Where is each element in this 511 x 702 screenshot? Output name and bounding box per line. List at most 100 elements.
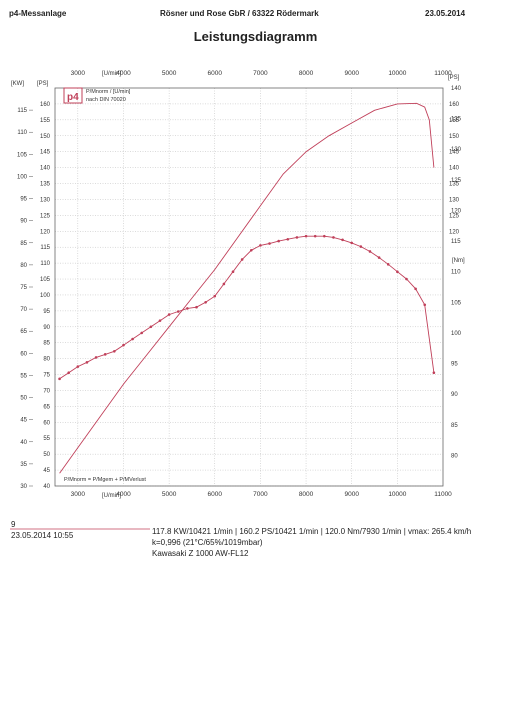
- kw-tick: 100: [17, 174, 28, 180]
- torque-point: [259, 244, 262, 247]
- ps-tick: 85: [43, 341, 50, 347]
- ps-tick: 110: [40, 261, 50, 267]
- nm-tick: 130: [451, 147, 462, 153]
- ps-right-tick: 150: [449, 134, 460, 140]
- ps-tick: 145: [40, 150, 51, 156]
- rpm-tick-top: 9000: [344, 70, 359, 77]
- ps-tick: 90: [43, 325, 50, 331]
- kw-tick: 90: [20, 219, 27, 225]
- ps-tick: 120: [40, 229, 51, 235]
- rpm-tick-top: 5000: [162, 70, 177, 77]
- kw-tick: 45: [20, 418, 27, 424]
- kw-tick: 75: [20, 285, 27, 291]
- ps-right-axis-label: [PS]: [448, 75, 460, 81]
- torque-point: [277, 239, 280, 243]
- nm-tick: 120: [451, 208, 462, 214]
- ps-tick: 70: [43, 388, 50, 394]
- kw-tick: 115: [17, 108, 27, 114]
- torque-point: [103, 353, 107, 356]
- torque-point: [341, 238, 344, 242]
- rpm-tick-bottom: 5000: [162, 491, 177, 498]
- kw-tick: 85: [20, 241, 27, 247]
- axis-ticks: 3000 3000 4000 4000 5000 5000 6000 6000 7000 7000…: [17, 70, 462, 498]
- ps-tick: 65: [43, 404, 50, 410]
- rpm-tick-top: 10000: [388, 70, 406, 77]
- rpm-tick-bottom: 9000: [344, 491, 359, 498]
- rpm-tick-bottom: 7000: [253, 491, 268, 498]
- torque-point: [222, 282, 226, 286]
- torque-point: [414, 287, 417, 291]
- ps-axis-label: [PS]: [37, 81, 49, 87]
- torque-point: [167, 313, 171, 316]
- ps-tick: 155: [40, 118, 51, 124]
- p4-logo: [63, 87, 83, 104]
- nm-tick: 85: [451, 423, 458, 429]
- rpm-tick-top: 6000: [208, 70, 223, 77]
- rpm-bottom-axis-label: [U/min]: [102, 493, 121, 499]
- ps-tick: 105: [40, 277, 51, 283]
- rpm-tick-top: 3000: [71, 70, 86, 77]
- torque-point: [231, 270, 235, 273]
- torque-point: [195, 305, 198, 309]
- torque-point: [149, 325, 153, 329]
- ps-right-tick: 155: [449, 118, 460, 124]
- kw-tick: 55: [20, 373, 27, 379]
- ps-tick: 115: [40, 245, 50, 251]
- torque-point: [405, 277, 408, 281]
- torque-point: [76, 365, 80, 368]
- torque-point: [122, 343, 125, 347]
- plot-border: [54, 87, 444, 487]
- ps-tick: 95: [43, 309, 50, 315]
- torque-point: [304, 234, 308, 238]
- rpm-top-axis-label: [U/min]: [102, 71, 121, 77]
- torque-point: [140, 331, 144, 335]
- kw-tick: 110: [17, 130, 27, 136]
- rpm-tick-bottom: 4000: [116, 491, 131, 498]
- torque-point: [67, 371, 70, 375]
- nm-tick: 110: [451, 270, 461, 276]
- torque-point: [332, 236, 335, 239]
- rpm-tick-top: 11000: [434, 70, 452, 77]
- nm-tick: 105: [451, 300, 462, 306]
- torque-point: [131, 337, 134, 341]
- ps-tick: 75: [43, 373, 50, 379]
- footer-vehicle: Kawasaki Z 1000 AW-FL12: [152, 549, 249, 558]
- chart-grid: [55, 88, 443, 487]
- torque-point: [432, 371, 436, 375]
- nm-tick: 135: [451, 117, 462, 123]
- kw-tick: 35: [20, 462, 27, 468]
- power-curve: [59, 102, 435, 474]
- torque-point: [113, 349, 116, 353]
- kw-tick: 70: [20, 307, 27, 313]
- nm-tick: 90: [451, 392, 458, 398]
- footer-results: 117.8 KW/10421 1/min | 160.2 PS/10421 1/…: [152, 527, 472, 536]
- ps-right-tick: 120: [449, 229, 460, 235]
- kw-tick: 80: [20, 263, 27, 269]
- nm-axis-label: [Nm]: [452, 258, 465, 264]
- ps-tick: 125: [40, 213, 51, 219]
- torque-point: [368, 250, 372, 253]
- torque-point: [186, 307, 189, 310]
- torque-point: [176, 310, 180, 313]
- torque-point: [249, 248, 253, 252]
- ps-right-tick: 130: [449, 197, 460, 203]
- rpm-tick-bottom: 11000: [434, 491, 452, 498]
- rpm-tick-top: 7000: [253, 70, 268, 77]
- footer-number: 9: [11, 520, 16, 529]
- ps-tick: 45: [43, 468, 50, 474]
- legend-line-1: P/Mnorm / [U/min]: [86, 89, 131, 95]
- ps-tick: 140: [40, 166, 51, 172]
- torque-curve: [59, 235, 435, 380]
- ps-tick: 55: [43, 436, 50, 442]
- rpm-tick-bottom: 6000: [208, 491, 223, 498]
- torque-point: [313, 234, 317, 238]
- kw-tick: 50: [20, 396, 27, 402]
- torque-point: [240, 258, 244, 261]
- ps-tick: 130: [40, 197, 51, 203]
- app-title: p4-Messanlage: [9, 9, 67, 18]
- rpm-tick-bottom: 8000: [299, 491, 314, 498]
- torque-point: [359, 245, 363, 248]
- kw-tick: 40: [20, 440, 27, 446]
- nm-tick: 115: [451, 239, 461, 245]
